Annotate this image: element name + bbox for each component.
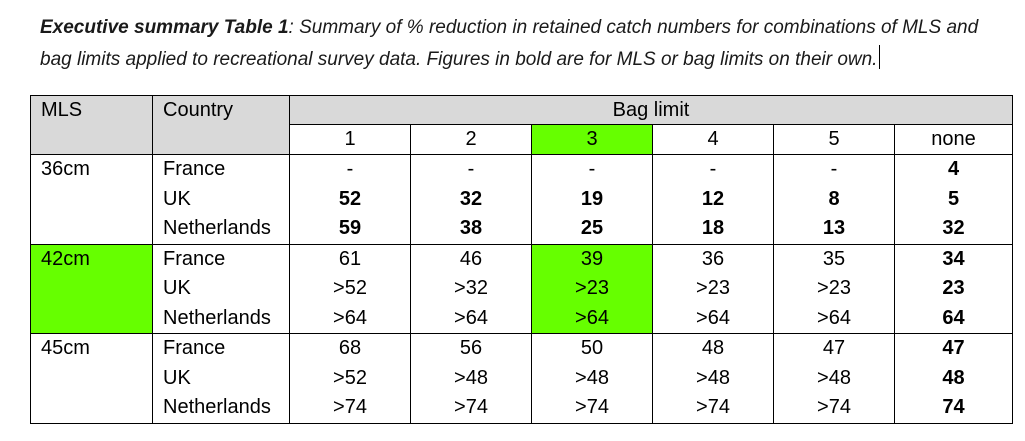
header-bag-col: 1 xyxy=(289,124,411,155)
value-cell: 36 >23 >64 xyxy=(652,243,774,334)
country-cell: France UK Netherlands xyxy=(152,333,290,424)
caption-text: : Summary of % reduction in retained cat… xyxy=(40,17,979,70)
value-cell: 61 >52 >64 xyxy=(289,243,411,334)
value-cell: - 12 18 xyxy=(652,154,774,245)
header-bag-col: none xyxy=(894,124,1013,155)
mls-cell: 36cm xyxy=(30,154,153,245)
value-cell: 35 >23 >64 xyxy=(773,243,895,334)
value-cell-highlight: 39 >23 >64 xyxy=(531,243,653,334)
country-name: France xyxy=(163,337,226,359)
country-name: France xyxy=(163,247,226,270)
country-cell: France UK Netherlands xyxy=(152,243,290,334)
value-cell: - 8 13 xyxy=(773,154,895,245)
country-name: Netherlands xyxy=(163,396,271,418)
value-cell: - 19 25 xyxy=(531,154,653,245)
country-name: Netherlands xyxy=(163,306,271,329)
header-bag-col: 5 xyxy=(773,124,895,155)
text-cursor xyxy=(879,45,881,69)
country-name: UK xyxy=(163,187,191,210)
value-cell: 68 >52 >74 xyxy=(289,333,411,424)
header-bag-col-highlight: 3 xyxy=(531,124,653,155)
caption-label: Executive summary Table 1 xyxy=(40,17,289,38)
value-cell: - 32 38 xyxy=(410,154,532,245)
value-cell: 50 >48 >74 xyxy=(531,333,653,424)
value-cell: 48 >48 >74 xyxy=(652,333,774,424)
header-mls: MLS xyxy=(30,95,153,155)
value-cell: 4 5 32 xyxy=(894,154,1013,245)
country-name: UK xyxy=(163,366,191,389)
header-bag-col: 4 xyxy=(652,124,774,155)
country-cell: France UK Netherlands xyxy=(152,154,290,245)
value-cell: 46 >32 >64 xyxy=(410,243,532,334)
country-name: France xyxy=(163,158,226,180)
table-row-group: 36cm France UK Netherlands - 52 59 - 32 … xyxy=(30,154,1013,245)
mls-cell: 45cm xyxy=(30,333,153,424)
value-cell: - 52 59 xyxy=(289,154,411,245)
mls-cell-highlight: 42cm xyxy=(30,243,153,334)
summary-table: MLS Country Bag limit 1 2 3 4 5 none 36c… xyxy=(30,95,1013,424)
country-name: UK xyxy=(163,277,191,299)
value-cell: 34 23 64 xyxy=(894,243,1013,334)
header-bag-col: 2 xyxy=(410,124,532,155)
value-cell: 47 >48 >74 xyxy=(773,333,895,424)
country-name: Netherlands xyxy=(163,217,271,239)
header-bag-limit: Bag limit xyxy=(289,95,1013,125)
table-row-group: 42cm France UK Netherlands 61 >52 >64 46… xyxy=(30,243,1013,334)
table-caption: Executive summary Table 1: Summary of % … xyxy=(40,12,1015,76)
value-cell: 56 >48 >74 xyxy=(410,333,532,424)
header-country: Country xyxy=(152,95,290,155)
table-row-group: 45cm France UK Netherlands 68 >52 >74 56… xyxy=(30,333,1013,424)
value-cell: 47 48 74 xyxy=(894,333,1013,424)
